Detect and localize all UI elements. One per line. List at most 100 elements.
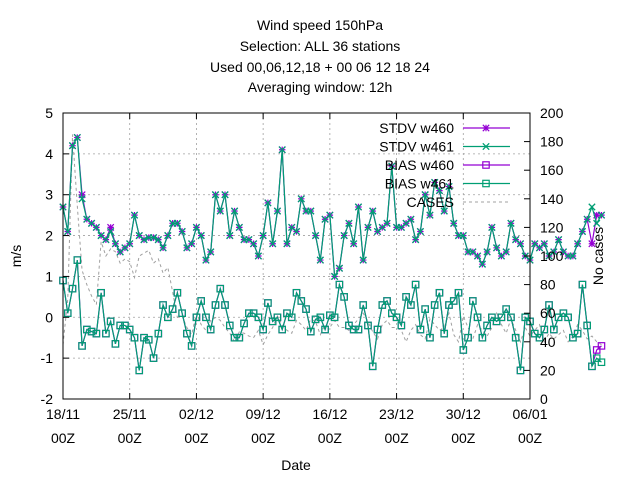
data-point — [92, 329, 101, 338]
data-point — [597, 211, 606, 219]
series-line — [62, 134, 602, 346]
data-point — [502, 248, 510, 256]
title-line-3: Used 00,06,12,18 + 00 06 12 18 24 — [210, 59, 430, 75]
data-point — [259, 325, 267, 334]
y-axis-label: m/s — [8, 245, 24, 268]
data-point — [435, 288, 444, 297]
y-tick-label: 1 — [45, 268, 53, 284]
title-line-4: Averaging window: 12h — [248, 79, 393, 95]
data-point — [297, 297, 306, 305]
data-point — [164, 313, 172, 322]
data-point — [478, 260, 487, 268]
data-point — [130, 211, 139, 219]
data-point — [482, 179, 490, 188]
data-point — [154, 329, 163, 338]
data-point — [154, 235, 162, 244]
data-point — [583, 215, 591, 223]
y2-axis: 0 20 40 60 80 100 120 140 160 180 200 — [524, 105, 564, 407]
data-point — [578, 280, 587, 289]
data-point — [116, 321, 124, 330]
data-point — [388, 309, 396, 318]
data-point — [449, 297, 458, 305]
data-point — [78, 195, 86, 203]
data-point — [283, 240, 291, 248]
data-point — [68, 284, 77, 293]
data-point — [592, 354, 601, 362]
data-point — [173, 219, 182, 227]
legend-item: STDV w460 — [379, 120, 510, 136]
series-cases — [62, 134, 602, 346]
data-point — [488, 313, 496, 322]
data-point — [278, 146, 286, 154]
data-point — [588, 203, 596, 211]
data-point — [64, 227, 72, 236]
cases-series — [62, 134, 602, 346]
data-point — [264, 299, 272, 307]
data-point — [63, 309, 72, 318]
data-point — [368, 362, 377, 371]
data-point — [454, 288, 463, 297]
data-point — [445, 182, 453, 191]
data-point — [492, 317, 501, 326]
x-tick-label: 30/12 — [446, 406, 481, 422]
legend-label: CASES — [407, 194, 454, 210]
y2-tick-label: 180 — [540, 134, 564, 150]
data-point — [125, 325, 134, 334]
data-point — [106, 317, 115, 326]
data-point — [207, 248, 215, 256]
data-point — [569, 252, 577, 260]
data-point — [83, 325, 91, 334]
data-point — [168, 305, 177, 313]
data-point — [330, 313, 339, 322]
data-point — [192, 223, 201, 232]
data-point — [588, 362, 596, 371]
data-point — [87, 327, 96, 336]
data-point — [364, 321, 372, 330]
legend-item: STDV w461 — [379, 139, 510, 155]
data-point — [316, 313, 325, 322]
y2-tick-label: 20 — [540, 362, 556, 378]
data-point — [202, 256, 210, 264]
data-point — [273, 313, 282, 322]
data-point — [188, 240, 196, 248]
data-point — [392, 313, 401, 322]
data-point — [482, 124, 490, 132]
y-axis: -2 -1 0 1 2 3 4 5 — [41, 105, 69, 407]
data-point — [597, 358, 606, 367]
data-point — [335, 280, 344, 289]
y-tick-label: 0 — [45, 309, 53, 325]
data-point — [111, 340, 120, 348]
data-point — [230, 333, 239, 342]
data-point — [530, 329, 539, 338]
data-point — [73, 256, 82, 264]
data-point — [483, 321, 491, 330]
grid — [63, 113, 530, 399]
y2-tick-label: 40 — [540, 334, 556, 350]
data-point — [159, 244, 167, 252]
data-point — [397, 321, 406, 330]
legend-item: BIAS w460 — [385, 157, 510, 173]
x-tick-label-time: 00Z — [118, 430, 143, 446]
legend: STDV w460 STDV w461 BIAS w460 BIAS w461 CASE… — [379, 120, 510, 210]
plot-frame — [62, 112, 531, 400]
data-point — [245, 309, 253, 318]
data-point — [273, 207, 282, 215]
data-point — [159, 301, 167, 309]
data-point — [426, 333, 434, 342]
data-point — [92, 223, 101, 232]
y-tick-label: 4 — [45, 146, 53, 162]
x-axis: 18/11 00Z 25/11 00Z 02/12 00Z 09/12 00Z 16/12 00Z… — [46, 113, 548, 446]
data-point — [416, 227, 425, 236]
data-point — [144, 335, 153, 344]
data-point — [121, 321, 129, 330]
data-point — [482, 142, 490, 151]
x-tick-label-time: 00Z — [451, 430, 476, 446]
data-point — [297, 195, 305, 203]
data-point — [316, 256, 324, 264]
data-point — [140, 235, 148, 244]
data-point — [249, 309, 258, 318]
x-tick-label: 18/11 — [46, 406, 80, 422]
data-point — [364, 223, 372, 232]
data-point — [149, 233, 158, 242]
